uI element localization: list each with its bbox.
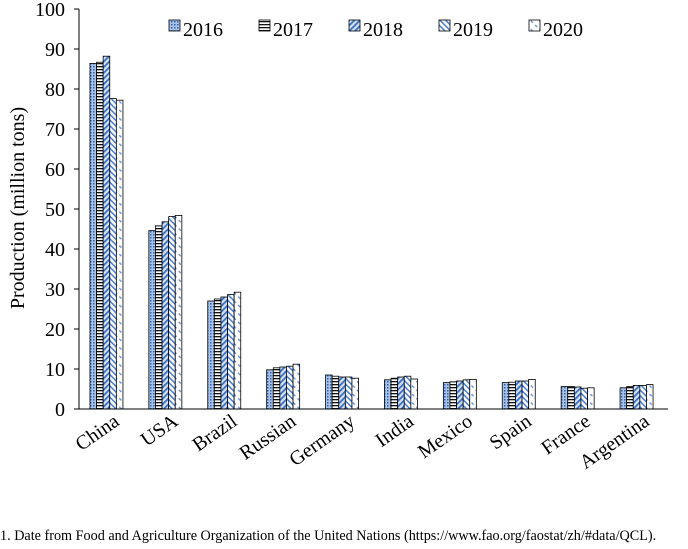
- bar-china-2016: [89, 63, 97, 410]
- bar-china-2019: [109, 98, 117, 410]
- bar-brazil-2019: [227, 294, 235, 410]
- bar-india-2018: [397, 376, 405, 410]
- bar-mexico-2016: [442, 382, 451, 410]
- bar-russian-2019: [286, 365, 294, 410]
- legend-label-2016: 2016: [183, 19, 223, 41]
- bar-spain-2020: [528, 378, 536, 410]
- bar-germany-2016: [325, 374, 333, 410]
- y-tick-label: 80: [45, 79, 65, 101]
- bar-china-2020: [115, 99, 124, 410]
- bar-russian-2017: [272, 367, 281, 410]
- y-tick-label: 30: [45, 279, 65, 301]
- bar-france-2020: [587, 387, 595, 410]
- x-tick-label: Spain: [486, 410, 536, 454]
- bar-argentina-2018: [632, 384, 641, 410]
- y-tick-label: 60: [45, 159, 65, 181]
- bar-russian-2018: [279, 366, 287, 410]
- bar-brazil-2016: [207, 300, 215, 410]
- y-axis-label: Production (million tons): [7, 107, 29, 309]
- y-tick-label: 70: [45, 119, 65, 141]
- bar-france-2018: [573, 386, 582, 410]
- source-footnote: 1. Date from Food and Agriculture Organi…: [0, 528, 657, 544]
- x-tick-label: USA: [137, 410, 183, 451]
- bar-russian-2016: [266, 369, 274, 410]
- y-axis: 0 10 20 30 40 50 60 70 80 90 100: [35, 0, 79, 421]
- bar-mexico-2018: [456, 380, 464, 410]
- bar-brazil-2017: [213, 298, 222, 410]
- legend-label-2018: 2018: [363, 19, 403, 41]
- bar-usa-2018: [161, 221, 170, 410]
- legend: 2016 2017 2018 2019 2020: [168, 19, 583, 41]
- legend-swatch-2016: [168, 19, 181, 32]
- bar-argentina-2016: [619, 387, 628, 410]
- bar-spain-2017: [508, 381, 516, 410]
- bar-mexico-2020: [469, 378, 477, 410]
- bar-spain-2018: [515, 380, 523, 410]
- y-tick-label: 100: [35, 0, 65, 21]
- bar-mexico-2017: [449, 381, 457, 410]
- bar-france-2017: [567, 386, 575, 410]
- bar-usa-2019: [168, 216, 176, 410]
- legend-label-2020: 2020: [543, 19, 583, 41]
- bar-russian-2020: [292, 363, 301, 410]
- bar-india-2016: [384, 379, 392, 410]
- bar-chart: Production (million tons) 2016 2017 2018 20…: [7, 0, 668, 474]
- x-tick-label: India: [372, 410, 418, 452]
- bar-china-2017: [96, 61, 104, 410]
- legend-swatch-2018: [348, 19, 361, 32]
- bar-spain-2019: [521, 380, 530, 410]
- legend-swatch-2017: [258, 19, 271, 32]
- y-tick-label: 20: [45, 319, 65, 341]
- bar-usa-2017: [155, 225, 163, 410]
- x-tick-label: Mexico: [414, 410, 477, 463]
- legend-label-2019: 2019: [453, 19, 493, 41]
- bar-germany-2019: [344, 376, 353, 410]
- bar-india-2019: [403, 375, 412, 410]
- bar-mexico-2019: [462, 379, 471, 410]
- bar-brazil-2020: [233, 291, 242, 410]
- bar-france-2016: [560, 386, 569, 410]
- bar-usa-2020: [174, 214, 183, 410]
- bar-india-2017: [390, 377, 399, 410]
- bar-germany-2017: [331, 375, 340, 410]
- bar-china-2018: [102, 55, 111, 410]
- x-tick-label: Brazil: [188, 410, 241, 456]
- legend-swatch-2020: [528, 19, 541, 32]
- legend-swatch-2019: [438, 19, 451, 32]
- bar-argentina-2020: [646, 384, 654, 410]
- legend-label-2017: 2017: [273, 19, 313, 41]
- bar-germany-2018: [338, 376, 346, 410]
- y-tick-label: 90: [45, 39, 65, 61]
- y-tick-label: 50: [45, 199, 65, 221]
- y-tick-label: 40: [45, 239, 65, 261]
- x-tick-label: China: [72, 410, 124, 455]
- bar-germany-2020: [351, 377, 359, 410]
- bar-india-2020: [410, 378, 418, 410]
- bar-brazil-2018: [220, 296, 228, 410]
- bar-argentina-2019: [639, 384, 647, 410]
- bar-argentina-2017: [626, 386, 634, 410]
- bar-france-2019: [580, 387, 588, 410]
- y-tick-label: 10: [45, 359, 65, 381]
- bar-series: [89, 55, 654, 410]
- bar-usa-2016: [148, 230, 156, 410]
- y-tick-label: 0: [55, 399, 65, 421]
- bar-spain-2016: [501, 382, 510, 410]
- x-tick-label: Germany: [285, 410, 359, 471]
